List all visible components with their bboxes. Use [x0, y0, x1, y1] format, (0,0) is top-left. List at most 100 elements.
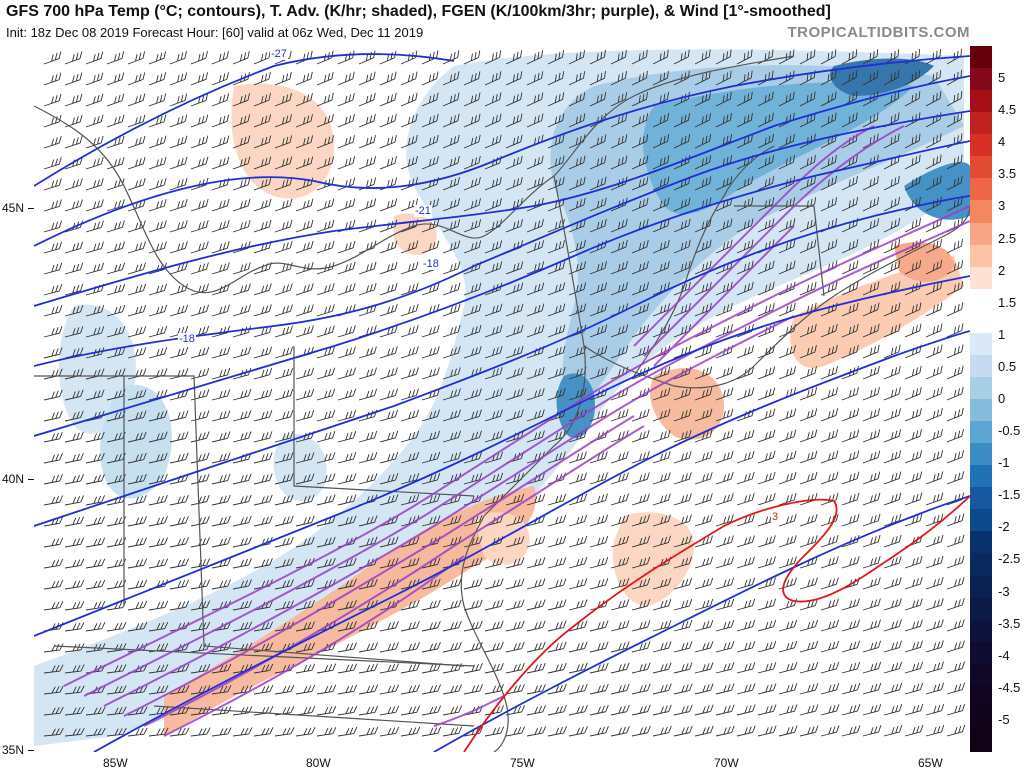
wind-barb — [652, 429, 671, 443]
wind-barb — [253, 621, 274, 632]
wind-barb — [442, 198, 460, 212]
wind-barb — [883, 154, 900, 170]
wind-barb — [421, 325, 440, 338]
wind-barb — [862, 513, 881, 527]
colorbar-label: -1.5 — [998, 487, 1021, 503]
wind-barb — [526, 430, 545, 443]
wind-barb — [148, 283, 168, 296]
wind-barb — [211, 135, 230, 149]
wind-barb — [547, 197, 565, 212]
wind-barb — [463, 726, 484, 737]
wind-barb — [589, 134, 607, 149]
wind-barb — [211, 367, 231, 380]
wind-barb — [106, 664, 127, 674]
wind-barb — [484, 493, 504, 506]
wind-barb — [253, 663, 274, 674]
wind-barb — [904, 724, 924, 737]
wind-barb — [904, 534, 923, 548]
wind-barb — [505, 451, 524, 464]
wind-barb — [43, 727, 64, 737]
colorbar — [970, 46, 992, 752]
wind-barb — [883, 577, 902, 590]
wind-barb — [64, 579, 85, 590]
wind-barb — [652, 514, 671, 527]
wind-barb — [400, 92, 418, 107]
wind-barb — [106, 220, 125, 233]
map-panel: -27 -21 -18 -18 3 — [34, 46, 970, 752]
wind-barb — [43, 706, 64, 716]
wind-barb — [862, 682, 882, 695]
wind-barb — [316, 325, 335, 338]
wind-barb — [337, 515, 357, 527]
wind-barb — [211, 663, 232, 674]
colorbar-label: 3.5 — [998, 166, 1017, 182]
wind-barb — [799, 49, 816, 65]
wind-barb — [526, 50, 544, 65]
wind-barb — [232, 219, 251, 233]
wind-barb — [673, 260, 691, 275]
wind-barb — [547, 240, 565, 254]
wind-barb — [106, 178, 125, 191]
wind-barb — [883, 112, 900, 128]
wind-barb — [442, 684, 462, 695]
wind-barb — [778, 91, 795, 107]
wind-barb — [862, 154, 879, 170]
wind-barb — [127, 51, 146, 65]
wind-barb — [547, 113, 565, 128]
wind-barb — [190, 389, 210, 401]
wind-barb — [43, 685, 64, 695]
wind-barb — [694, 408, 713, 422]
wind-barb — [148, 579, 169, 590]
wind-barb — [232, 114, 251, 128]
wind-barb — [316, 71, 334, 86]
wind-barb — [883, 365, 901, 380]
wind-barb — [841, 323, 859, 338]
wind-barb — [148, 220, 167, 233]
wind-barb — [862, 534, 881, 548]
wind-barb — [904, 619, 923, 632]
wind-barb — [610, 345, 629, 359]
wind-barb — [190, 600, 211, 611]
wind-barb — [568, 113, 586, 128]
wind-barb — [526, 176, 544, 191]
wind-barb — [190, 241, 209, 254]
wind-barb — [589, 71, 607, 86]
lat-tick — [28, 208, 34, 209]
wind-barb — [64, 93, 83, 107]
wind-barb — [673, 725, 693, 737]
wind-barb — [736, 514, 755, 527]
colorbar-label: -2.5 — [998, 551, 1021, 567]
wind-barb — [631, 577, 651, 590]
wind-barb — [547, 388, 566, 401]
wind-barb — [841, 408, 860, 422]
wind-barb — [232, 50, 250, 65]
wind-barb — [358, 367, 377, 380]
wind-barb — [799, 197, 817, 212]
wind-barb — [778, 471, 797, 485]
wind-barb — [169, 727, 190, 737]
wind-barb — [148, 135, 167, 149]
wind-barb — [715, 112, 732, 128]
wind-barb — [694, 91, 711, 107]
wind-barb — [316, 219, 335, 233]
wind-barb — [232, 304, 251, 317]
wind-barb — [442, 367, 461, 380]
wind-barb — [169, 93, 188, 107]
wind-barb — [190, 304, 210, 317]
wind-barb — [274, 93, 292, 107]
wind-barb — [211, 452, 231, 464]
wind-barb — [547, 261, 566, 275]
wind-barb — [169, 220, 188, 233]
lon-label-70w: 70W — [714, 756, 739, 770]
wind-barb — [925, 619, 944, 632]
wind-barb — [547, 303, 566, 317]
wind-barb — [505, 219, 523, 233]
wind-barb — [778, 683, 798, 695]
wind-barb — [295, 219, 314, 233]
wind-barb — [673, 535, 692, 548]
wind-barb — [694, 239, 712, 254]
wind-barb — [925, 407, 943, 422]
wind-barb — [589, 218, 607, 233]
wind-barb — [799, 344, 817, 359]
wind-barb — [652, 704, 672, 716]
